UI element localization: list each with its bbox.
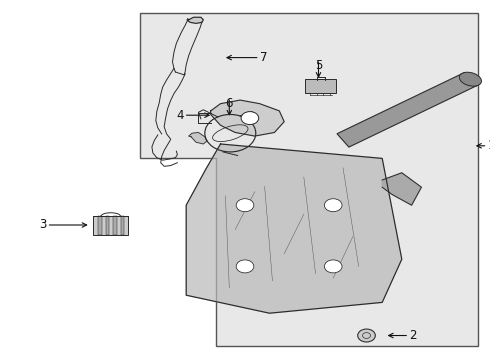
Bar <box>105 216 109 235</box>
Text: 1: 1 <box>488 139 490 152</box>
Polygon shape <box>211 100 284 136</box>
Polygon shape <box>187 17 203 23</box>
Text: 6: 6 <box>225 97 233 110</box>
Text: 7: 7 <box>260 51 267 64</box>
Text: 2: 2 <box>409 329 416 342</box>
Circle shape <box>358 329 375 342</box>
Text: 4: 4 <box>176 109 184 122</box>
Circle shape <box>236 260 254 273</box>
Ellipse shape <box>459 72 482 86</box>
Circle shape <box>236 199 254 212</box>
Bar <box>98 216 102 235</box>
Polygon shape <box>186 144 402 313</box>
Circle shape <box>324 199 342 212</box>
Polygon shape <box>189 132 207 144</box>
Text: 5: 5 <box>315 59 322 72</box>
Bar <box>113 216 117 235</box>
Polygon shape <box>140 13 478 346</box>
Polygon shape <box>382 173 421 205</box>
Circle shape <box>324 260 342 273</box>
Bar <box>93 216 128 235</box>
Text: 3: 3 <box>39 219 47 231</box>
Bar <box>305 79 336 93</box>
Polygon shape <box>337 73 476 147</box>
Bar <box>121 216 124 235</box>
Circle shape <box>241 112 259 125</box>
